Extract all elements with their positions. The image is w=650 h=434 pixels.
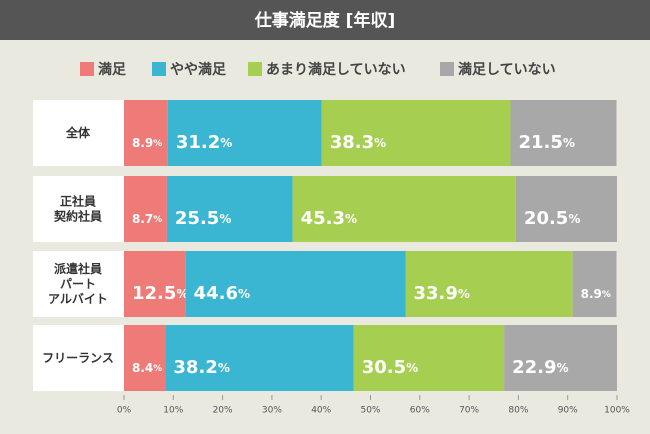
- bar-segment: [510, 100, 617, 166]
- x-tick-label: 70%: [459, 406, 479, 416]
- value-label: 33.9%: [414, 283, 470, 304]
- bar-segment: [515, 176, 617, 242]
- bar-segment: [321, 100, 511, 166]
- bar-segment: [572, 251, 617, 317]
- x-tick-label: 80%: [508, 406, 528, 416]
- x-tick-label: 40%: [311, 406, 331, 416]
- bar-segment: [165, 325, 354, 391]
- title-bar: [0, 0, 650, 40]
- bar-segment: [124, 176, 167, 242]
- bar-segment: [166, 176, 293, 242]
- bar-segment: [405, 251, 573, 317]
- value-label: 31.2%: [176, 132, 232, 153]
- x-tick-label: 100%: [604, 406, 630, 416]
- value-label: 20.5%: [524, 208, 580, 229]
- x-tick-label: 20%: [213, 406, 233, 416]
- legend-swatch: [440, 62, 454, 76]
- legend-swatch: [152, 62, 166, 76]
- legend-label: あまり満足していない: [266, 61, 406, 78]
- category-box: [33, 325, 124, 391]
- bar-segment: [292, 176, 516, 242]
- legend-swatch: [80, 62, 94, 76]
- value-label: 21.5%: [519, 132, 575, 153]
- category-box: [33, 251, 124, 317]
- x-tick-label: 50%: [360, 406, 380, 416]
- value-label: 30.5%: [362, 357, 418, 378]
- bar-segment: [124, 100, 168, 166]
- value-label: 8.4%: [132, 361, 162, 375]
- x-tick-label: 90%: [558, 406, 578, 416]
- x-tick-label: 0%: [117, 406, 132, 416]
- value-label: 22.9%: [512, 357, 568, 378]
- x-tick-label: 10%: [163, 406, 183, 416]
- category-label: 全体: [65, 125, 91, 140]
- bar-segment: [504, 325, 617, 391]
- value-label: 44.6%: [194, 283, 250, 304]
- bar-segment: [353, 325, 505, 391]
- category-label: フリーランス: [42, 351, 114, 365]
- x-tick-label: 30%: [262, 406, 282, 416]
- category-label: 派遣社員パートアルバイト: [48, 261, 108, 306]
- category-box: [33, 176, 124, 242]
- value-label: 8.9%: [132, 136, 162, 150]
- bar-segment: [167, 100, 322, 166]
- bar-segment: [124, 325, 166, 391]
- legend-label: 満足: [98, 61, 127, 78]
- bar-segment: [185, 251, 406, 317]
- category-box: [33, 100, 124, 166]
- legend-swatch: [248, 62, 262, 76]
- value-label: 12.5%: [132, 283, 188, 304]
- bar-segment: [124, 251, 186, 317]
- value-label: 38.3%: [330, 132, 386, 153]
- x-tick-label: 60%: [410, 406, 430, 416]
- value-label: 25.5%: [175, 208, 231, 229]
- value-label: 38.2%: [173, 357, 229, 378]
- legend-label: やや満足: [170, 61, 227, 78]
- chart-title: 仕事満足度 [年収]: [254, 10, 395, 31]
- value-label: 8.7%: [132, 212, 162, 226]
- legend-label: 満足していない: [458, 61, 556, 78]
- value-label: 8.9%: [581, 287, 611, 301]
- value-label: 45.3%: [301, 208, 357, 229]
- category-label: 正社員契約社員: [53, 193, 102, 223]
